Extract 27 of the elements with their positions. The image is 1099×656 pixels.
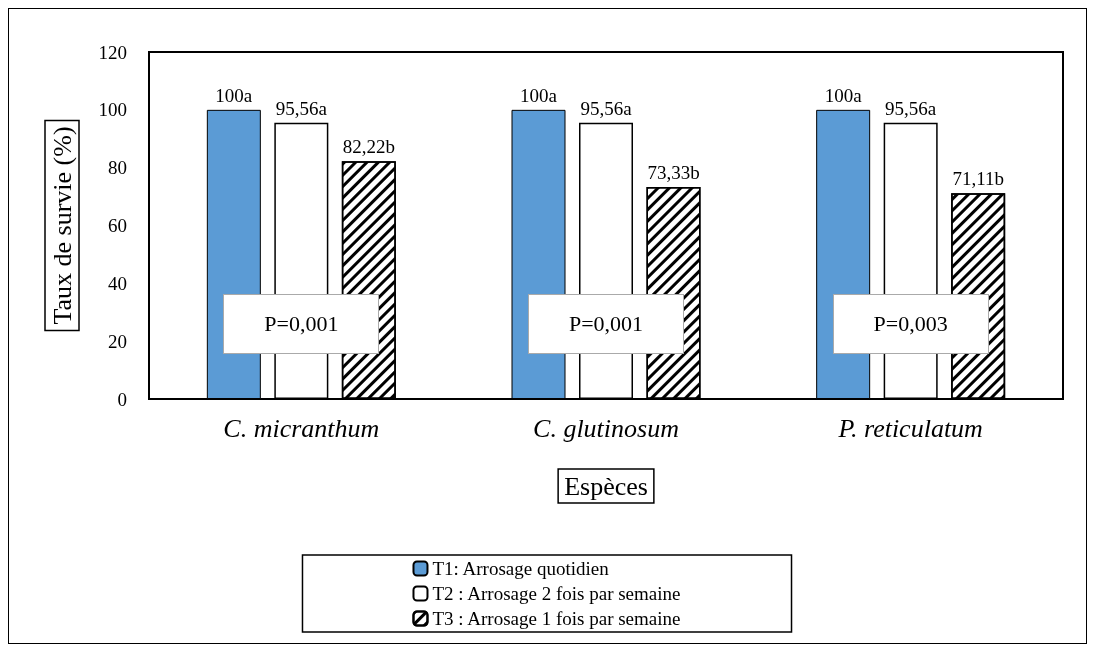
data-label: 100a [520, 84, 558, 106]
x-tick-label: C. micranthum [223, 413, 380, 443]
data-label: 71,11b [952, 168, 1004, 190]
legend-label: T3 : Arrosage 1 fois par semaine [432, 608, 681, 629]
y-tick-label: 80 [108, 157, 127, 179]
data-label: 95,56a [580, 97, 633, 119]
x-tick-label: C. glutinosum [533, 413, 679, 443]
y-axis-title: Taux de survie (%) [47, 126, 77, 325]
data-label: 100a [215, 84, 253, 106]
data-label: 100a [824, 84, 863, 106]
data-label: 73,33b [647, 161, 700, 183]
x-tick-label: P. reticulatum [837, 413, 983, 443]
x-axis-title: Espèces [564, 471, 648, 501]
y-tick-label: 60 [108, 215, 127, 236]
y-tick-label: 100 [98, 99, 127, 121]
y-tick-label: 120 [98, 41, 127, 63]
y-tick-label: 40 [108, 272, 127, 294]
y-tick-label: 20 [108, 330, 127, 352]
legend-label: T2 : Arrosage 2 fois par semaine [432, 583, 681, 604]
text-box: P=0,001 [528, 294, 684, 355]
data-label: 82,22b [342, 136, 395, 158]
text-box: P=0,001 [223, 294, 380, 355]
data-label: 95,56a [275, 97, 328, 119]
data-label: 95,56a [885, 97, 937, 119]
y-tick-label: 0 [117, 388, 127, 410]
text-box: P=0,003 [832, 294, 989, 355]
legend-label: T1: Arrosage quotidien [432, 558, 610, 579]
